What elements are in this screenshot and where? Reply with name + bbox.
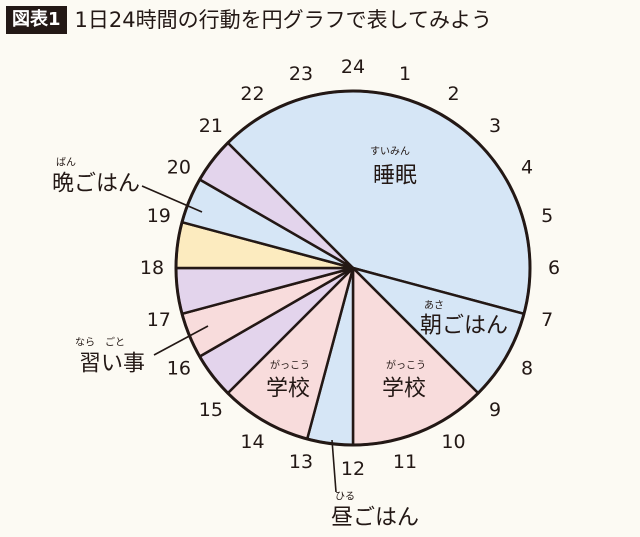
hour-tick-label: 23 — [289, 63, 313, 85]
category-ruby-lunch: ひる — [335, 491, 355, 503]
category-ruby-school2: がっこう — [386, 359, 426, 372]
hour-tick-label: 11 — [393, 451, 417, 473]
lessons-leader-line — [153, 325, 209, 356]
pie-outline — [174, 89, 532, 447]
category-ruby-sleep: すいみん — [370, 146, 410, 158]
category-label-school1: 学校 — [266, 377, 310, 402]
figure-tag: 図表1 — [6, 6, 67, 34]
category-ruby-breakfast: あさ — [424, 300, 444, 312]
hour-tick-label: 10 — [441, 431, 465, 453]
hour-tick-label: 7 — [541, 309, 553, 331]
hour-tick-label: 2 — [447, 83, 459, 105]
hour-tick-label: 3 — [489, 115, 501, 137]
hour-tick-label: 20 — [167, 157, 191, 179]
hour-tick-label: 4 — [521, 157, 533, 179]
hour-tick-label: 19 — [147, 205, 171, 227]
hour-tick-label: 13 — [289, 451, 313, 473]
hour-tick-label: 17 — [147, 309, 171, 331]
figure-title: 1日24時間の行動を円グラフで表してみよう — [74, 8, 492, 32]
dinner-leader-line — [141, 185, 203, 213]
category-ruby-lessons: なら ごと — [75, 336, 125, 349]
hour-tick-label: 21 — [199, 115, 223, 137]
category-label-sleep: 睡眠 — [373, 164, 417, 189]
category-ruby-school1: がっこう — [270, 359, 310, 372]
hour-tick-label: 12 — [341, 458, 365, 480]
lunch-leader-line — [331, 439, 337, 493]
category-label-dinner: 晩ごはん — [52, 172, 140, 197]
hour-tick-label: 8 — [521, 358, 533, 380]
figure-header: 図表1 1日24時間の行動を円グラフで表してみよう — [6, 5, 492, 35]
category-label-lunch: 昼ごはん — [331, 506, 419, 531]
category-ruby-dinner: ばん — [56, 157, 76, 169]
hour-tick-label: 5 — [541, 205, 553, 227]
category-label-school2: 学校 — [382, 377, 426, 402]
hour-tick-label: 18 — [140, 257, 164, 279]
hour-tick-label: 14 — [240, 431, 264, 453]
category-label-lessons: 習い事 — [79, 352, 145, 377]
hour-tick-label: 16 — [167, 358, 191, 380]
hour-tick-label: 15 — [199, 399, 223, 421]
hour-tick-label: 24 — [341, 56, 365, 78]
hour-tick-label: 22 — [240, 83, 264, 105]
hour-tick-label: 1 — [399, 63, 411, 85]
category-label-breakfast: 朝ごはん — [420, 314, 508, 339]
hour-tick-label: 9 — [489, 399, 501, 421]
hour-tick-label: 6 — [548, 257, 560, 279]
